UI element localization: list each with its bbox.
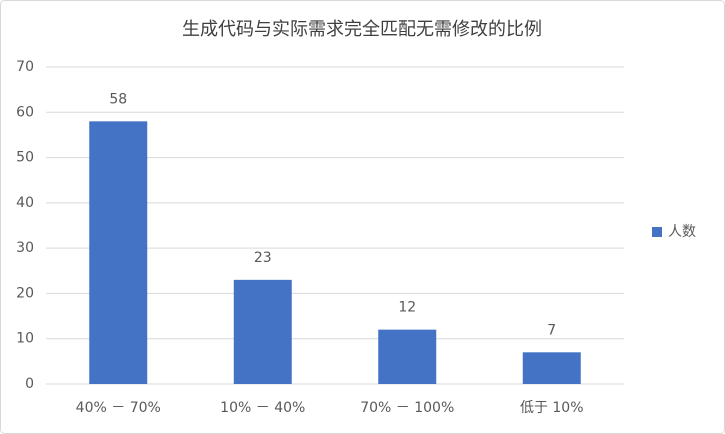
y-tick-label: 60	[16, 104, 34, 120]
chart-title: 生成代码与实际需求完全匹配无需修改的比例	[182, 19, 542, 40]
x-tick-label: 40% － 70%	[76, 400, 161, 416]
bar	[89, 121, 148, 384]
data-label: 58	[109, 91, 127, 107]
legend-label: 人数	[668, 224, 696, 240]
x-tick-label: 10% － 40%	[220, 400, 305, 416]
y-tick-label: 10	[16, 331, 34, 347]
bar	[233, 279, 292, 384]
y-tick-label: 50	[16, 150, 34, 166]
y-tick-label: 30	[16, 240, 34, 256]
y-tick-label: 40	[16, 195, 34, 211]
y-tick-label: 0	[25, 376, 34, 392]
y-tick-label: 20	[16, 285, 34, 301]
data-label: 23	[254, 250, 272, 266]
x-tick-label: 低于 10%	[520, 400, 584, 416]
bar	[522, 352, 581, 384]
bar	[378, 329, 437, 384]
x-tick-label: 70% － 100%	[360, 400, 454, 416]
data-label: 7	[547, 322, 556, 338]
data-label: 12	[398, 300, 416, 316]
legend-swatch	[652, 227, 662, 237]
y-tick-label: 70	[16, 59, 34, 75]
